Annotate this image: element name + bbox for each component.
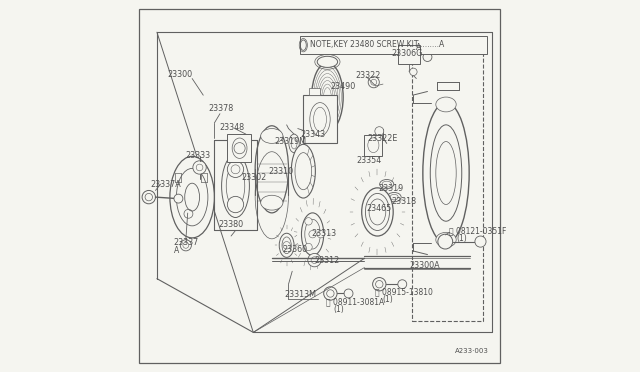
Text: 23337A: 23337A xyxy=(150,180,181,189)
Ellipse shape xyxy=(317,56,338,67)
Bar xyxy=(398,45,420,64)
Text: (1): (1) xyxy=(456,234,467,243)
Text: 23318: 23318 xyxy=(392,197,417,206)
Text: A: A xyxy=(415,42,421,51)
Text: 23348: 23348 xyxy=(219,123,244,132)
Circle shape xyxy=(375,127,384,136)
Ellipse shape xyxy=(260,195,283,210)
Text: (1): (1) xyxy=(382,295,393,304)
Ellipse shape xyxy=(387,192,401,202)
Circle shape xyxy=(398,280,407,289)
Text: 23380: 23380 xyxy=(218,221,244,230)
Text: 23333: 23333 xyxy=(186,151,211,160)
Ellipse shape xyxy=(221,154,250,218)
Circle shape xyxy=(180,240,191,251)
Circle shape xyxy=(227,161,244,177)
Circle shape xyxy=(227,196,244,213)
Ellipse shape xyxy=(301,213,324,256)
Text: 23337: 23337 xyxy=(173,238,199,247)
Bar xyxy=(227,134,252,162)
Text: 23313: 23313 xyxy=(312,228,337,238)
Circle shape xyxy=(308,253,321,267)
Ellipse shape xyxy=(170,156,214,238)
Ellipse shape xyxy=(436,97,456,112)
Ellipse shape xyxy=(322,129,333,136)
Text: Ⓝ 08911-3081A: Ⓝ 08911-3081A xyxy=(326,297,384,306)
Text: 23319M: 23319M xyxy=(275,137,307,146)
Text: A: A xyxy=(174,246,180,255)
Text: 23343: 23343 xyxy=(301,130,326,140)
Circle shape xyxy=(193,161,206,174)
Ellipse shape xyxy=(362,188,393,236)
Circle shape xyxy=(305,243,312,251)
Circle shape xyxy=(309,231,316,238)
Text: 23322E: 23322E xyxy=(367,134,398,143)
Bar xyxy=(300,36,487,54)
Bar xyxy=(309,88,320,95)
Circle shape xyxy=(423,52,432,61)
Text: 23319: 23319 xyxy=(378,184,404,193)
Circle shape xyxy=(475,236,486,247)
Text: 23378: 23378 xyxy=(208,104,234,113)
Text: 23490: 23490 xyxy=(330,82,356,91)
Circle shape xyxy=(317,231,324,238)
Ellipse shape xyxy=(232,138,247,158)
Text: (1): (1) xyxy=(333,305,344,314)
Bar xyxy=(364,135,382,155)
Ellipse shape xyxy=(436,232,456,247)
Bar xyxy=(412,52,483,321)
Ellipse shape xyxy=(255,126,289,213)
Ellipse shape xyxy=(279,233,294,257)
Text: A233·003: A233·003 xyxy=(455,348,489,354)
Ellipse shape xyxy=(226,165,244,207)
Circle shape xyxy=(305,218,312,225)
Text: 23310: 23310 xyxy=(269,167,294,176)
Ellipse shape xyxy=(380,180,394,189)
Text: Ⓜ 08915-13810: Ⓜ 08915-13810 xyxy=(375,287,433,296)
Ellipse shape xyxy=(260,129,283,143)
Ellipse shape xyxy=(430,125,461,221)
Text: 23313M: 23313M xyxy=(285,290,317,299)
Bar xyxy=(303,95,337,143)
Text: 23322: 23322 xyxy=(355,71,381,80)
Ellipse shape xyxy=(289,134,300,153)
Circle shape xyxy=(142,190,156,204)
Text: 23354: 23354 xyxy=(356,156,381,165)
Ellipse shape xyxy=(291,144,316,198)
Text: 23300: 23300 xyxy=(167,70,193,79)
Circle shape xyxy=(410,68,417,76)
Circle shape xyxy=(438,234,452,249)
Ellipse shape xyxy=(177,169,208,226)
Text: NOTE,KEY 23480 SCREW KIT.........A: NOTE,KEY 23480 SCREW KIT.........A xyxy=(310,40,444,49)
Text: 23302: 23302 xyxy=(241,173,267,182)
Circle shape xyxy=(174,194,183,203)
Ellipse shape xyxy=(185,183,200,211)
Text: 23300A: 23300A xyxy=(410,261,440,270)
Circle shape xyxy=(344,289,353,298)
Ellipse shape xyxy=(312,63,343,131)
Text: 23306G: 23306G xyxy=(391,49,422,58)
Text: 23465: 23465 xyxy=(366,205,392,214)
Text: Ⓑ 08121-0351F: Ⓑ 08121-0351F xyxy=(449,227,506,236)
Text: 23312: 23312 xyxy=(314,256,340,265)
Circle shape xyxy=(372,278,386,291)
Ellipse shape xyxy=(423,103,469,243)
Text: 23360: 23360 xyxy=(282,245,307,254)
Circle shape xyxy=(324,287,337,300)
